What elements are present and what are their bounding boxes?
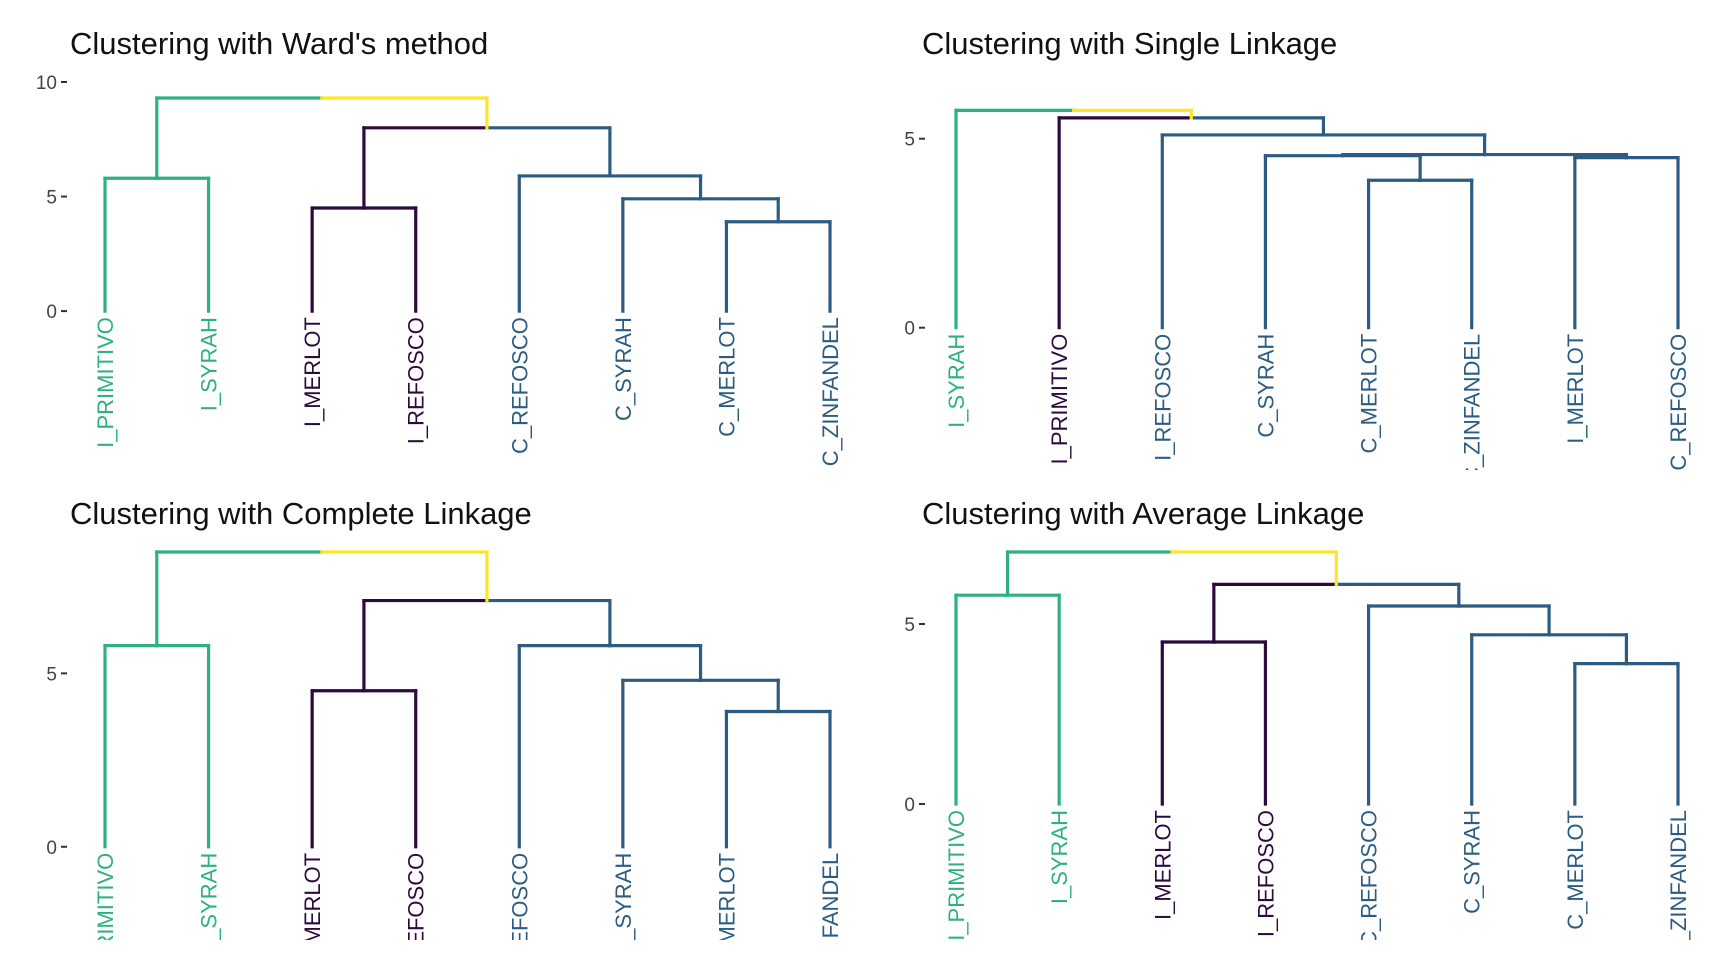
leaf-label: C_SYRAH [1460,810,1485,914]
leaf-label: C_REFOSCO [507,317,532,454]
dendrogram-panel-ward: Clustering with Ward's method 0 5 10 I_PRIM… [0,0,864,470]
leaf-label: C_MERLOT [714,853,739,940]
leaf-label: I_REFOSCO [1253,810,1278,937]
leaf-label: I_MERLOT [1563,334,1588,444]
chart-title: Clustering with Complete Linkage [70,496,532,531]
leaf-label: C_ZINFANDEL [1666,810,1691,940]
y-tick-label: 0 [46,302,57,323]
y-tick-label: 0 [904,795,915,816]
leaf-label: C_MERLOT [1563,810,1588,930]
leaf-label: I_PRIMITIVO [944,810,969,940]
leaf-label: C_ZINFANDEL [1460,334,1485,470]
leaf-label: I_PRIMITIVO [1047,334,1072,465]
dendrogram-panel-complete: Clustering with Complete Linkage 0 5 I_PRI… [0,470,864,940]
y-tick-label: 10 [36,73,57,94]
leaf-label: I_SYRAH [944,334,969,428]
leaf-label: C_SYRAH [611,853,636,940]
leaf-label: I_REFOSCO [1150,334,1175,461]
leaf-label: I_PRIMITIVO [93,853,118,940]
leaf-label: I_SYRAH [197,317,222,411]
dendrogram-chart: 0 5 I_PRIMITIVO I_SYRAH I_MERLOT I_REFOSCO C_R… [46,550,843,940]
leaf-label: C_SYRAH [1253,334,1278,438]
leaf-label: C_REFOSCO [1357,810,1382,940]
dendrogram-chart: 0 5 I_SYRAH I_PRIMITIVO I_REFOSCO C_SYRAH C_ME… [904,108,1691,470]
leaf-label: C_REFOSCO [1666,334,1691,470]
leaf-label: C_SYRAH [611,317,636,421]
leaf-label: C_ZINFANDEL [818,317,843,466]
chart-title: Clustering with Single Linkage [922,26,1338,61]
dendrogram-panel-single: Clustering with Single Linkage 0 5 I_SYRAH… [864,0,1728,470]
leaf-label: I_MERLOT [1150,810,1175,920]
y-tick-label: 0 [904,319,915,340]
dendrogram-chart: 0 5 I_PRIMITIVO I_SYRAH I_MERLOT I_REFOSCO C_R… [904,550,1691,940]
leaf-label: I_MERLOT [300,317,325,427]
y-tick-label: 0 [46,838,57,859]
chart-title: Clustering with Average Linkage [922,496,1365,531]
leaf-label: I_REFOSCO [404,317,429,444]
y-tick-label: 5 [904,615,915,636]
leaf-label: C_REFOSCO [507,853,532,940]
leaf-label: I_SYRAH [1047,810,1072,904]
y-tick-label: 5 [904,130,915,151]
leaf-label: C_ZINFANDEL [818,853,843,940]
leaf-label: I_PRIMITIVO [93,317,118,448]
y-tick-label: 5 [46,188,57,209]
chart-title: Clustering with Ward's method [70,26,489,61]
leaf-label: I_SYRAH [197,853,222,940]
dendrogram-chart: 0 5 10 I_PRIMITIVO I_SYRAH I_MERLOT I_REFOSCO C… [36,73,843,466]
leaf-label: I_REFOSCO [404,853,429,940]
leaf-label: C_MERLOT [1357,334,1382,454]
leaf-label: I_MERLOT [300,853,325,940]
y-tick-label: 5 [46,664,57,685]
leaf-label: C_MERLOT [714,317,739,437]
dendrogram-panel-average: Clustering with Average Linkage 0 5 I_PRIM… [864,470,1728,940]
